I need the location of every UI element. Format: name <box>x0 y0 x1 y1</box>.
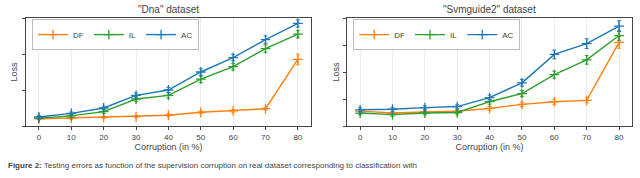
svg-text:80: 80 <box>293 133 302 142</box>
svg-text:60: 60 <box>550 133 559 142</box>
svg-text:IL: IL <box>129 31 136 40</box>
svg-text:60: 60 <box>229 133 238 142</box>
svg-text:10: 10 <box>67 133 76 142</box>
svg-text:20: 20 <box>420 133 429 142</box>
svg-text:80: 80 <box>615 133 624 142</box>
svg-text:30: 30 <box>132 133 141 142</box>
svg-text:Figure 2: Testing errors as fu: Figure 2: Testing errors as function of … <box>8 161 417 170</box>
svg-text:Corruption (in %): Corruption (in %) <box>134 142 202 152</box>
svg-text:50: 50 <box>518 133 527 142</box>
svg-text:70: 70 <box>582 133 591 142</box>
svg-text:0: 0 <box>358 133 363 142</box>
svg-text:DF: DF <box>73 31 84 40</box>
svg-text:30: 30 <box>453 133 462 142</box>
svg-text:40: 40 <box>485 133 494 142</box>
svg-text:"Dna" dataset: "Dna" dataset <box>138 4 199 15</box>
svg-text:70: 70 <box>261 133 270 142</box>
svg-text:IL: IL <box>450 31 457 40</box>
svg-text:0: 0 <box>37 133 42 142</box>
svg-text:"Svmguide2" dataset: "Svmguide2" dataset <box>443 4 536 15</box>
svg-text:40: 40 <box>164 133 173 142</box>
svg-text:AC: AC <box>181 31 192 40</box>
svg-text:20: 20 <box>99 133 108 142</box>
svg-text:Loss: Loss <box>331 62 341 82</box>
svg-text:10: 10 <box>388 133 397 142</box>
svg-text:AC: AC <box>502 31 513 40</box>
svg-text:Loss: Loss <box>9 62 19 82</box>
svg-text:DF: DF <box>394 31 405 40</box>
svg-text:50: 50 <box>196 133 205 142</box>
svg-text:Corruption (in %): Corruption (in %) <box>456 142 524 152</box>
